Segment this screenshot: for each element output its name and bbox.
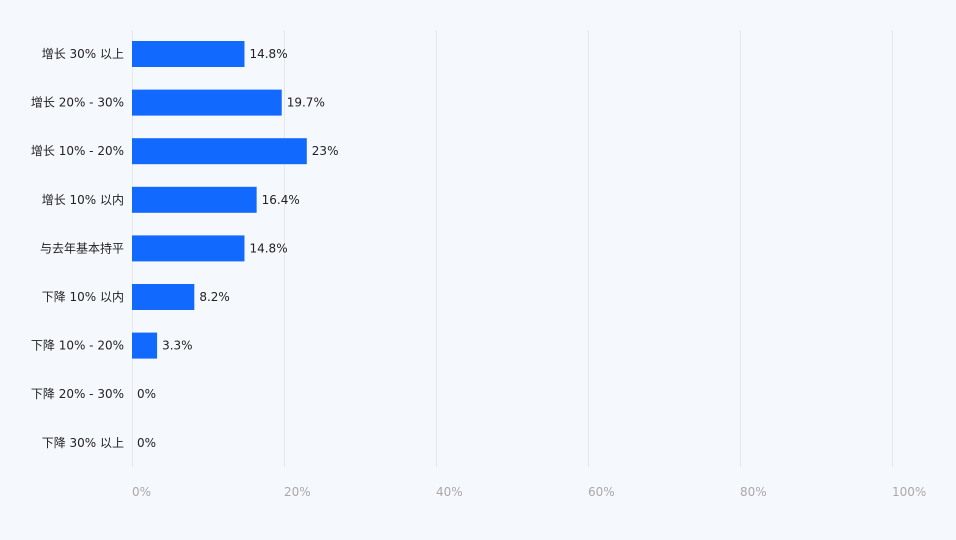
category-label: 增长 20% - 30% bbox=[31, 96, 124, 110]
value-label: 8.2% bbox=[199, 290, 230, 304]
category-label: 增长 10% 以内 bbox=[42, 193, 124, 207]
value-label: 14.8% bbox=[249, 241, 287, 255]
bar bbox=[132, 138, 307, 165]
value-label: 3.3% bbox=[162, 339, 193, 353]
value-label: 0% bbox=[137, 387, 156, 401]
category-label: 与去年基本持平 bbox=[40, 240, 124, 255]
category-label: 下降 20% - 30% bbox=[31, 387, 124, 401]
bar bbox=[132, 186, 257, 213]
category-label: 下降 10% - 20% bbox=[31, 339, 124, 353]
x-tick-label: 0% bbox=[132, 485, 151, 499]
category-label: 增长 10% - 20% bbox=[31, 144, 124, 158]
value-label: 23% bbox=[312, 144, 339, 158]
bar bbox=[132, 284, 195, 310]
category-label: 增长 30% 以上 bbox=[42, 47, 124, 61]
x-tick-label: 60% bbox=[588, 485, 615, 499]
category-label: 下降 10% 以内 bbox=[42, 290, 124, 304]
bars bbox=[132, 41, 307, 359]
x-tick-label: 100% bbox=[892, 485, 926, 499]
value-labels: 14.8% 19.7% 23% 16.4% 14.8% 8.2% 3.3% 0% 0% bbox=[137, 47, 338, 450]
x-tick-label: 40% bbox=[436, 485, 463, 499]
x-axis-tick-labels: 0% 20% 40% 60% 80% 100% bbox=[132, 485, 926, 499]
bar bbox=[132, 41, 245, 67]
value-label: 14.8% bbox=[249, 47, 287, 61]
x-tick-label: 80% bbox=[740, 485, 767, 499]
bar bbox=[132, 89, 282, 116]
value-label: 16.4% bbox=[262, 193, 300, 207]
bar bbox=[132, 235, 245, 262]
category-label: 下降 30% 以上 bbox=[42, 436, 124, 450]
bar bbox=[132, 332, 158, 359]
grid-lines bbox=[132, 30, 893, 467]
value-label: 0% bbox=[137, 436, 156, 450]
value-label: 19.7% bbox=[287, 96, 325, 110]
x-tick-label: 20% bbox=[284, 485, 311, 499]
